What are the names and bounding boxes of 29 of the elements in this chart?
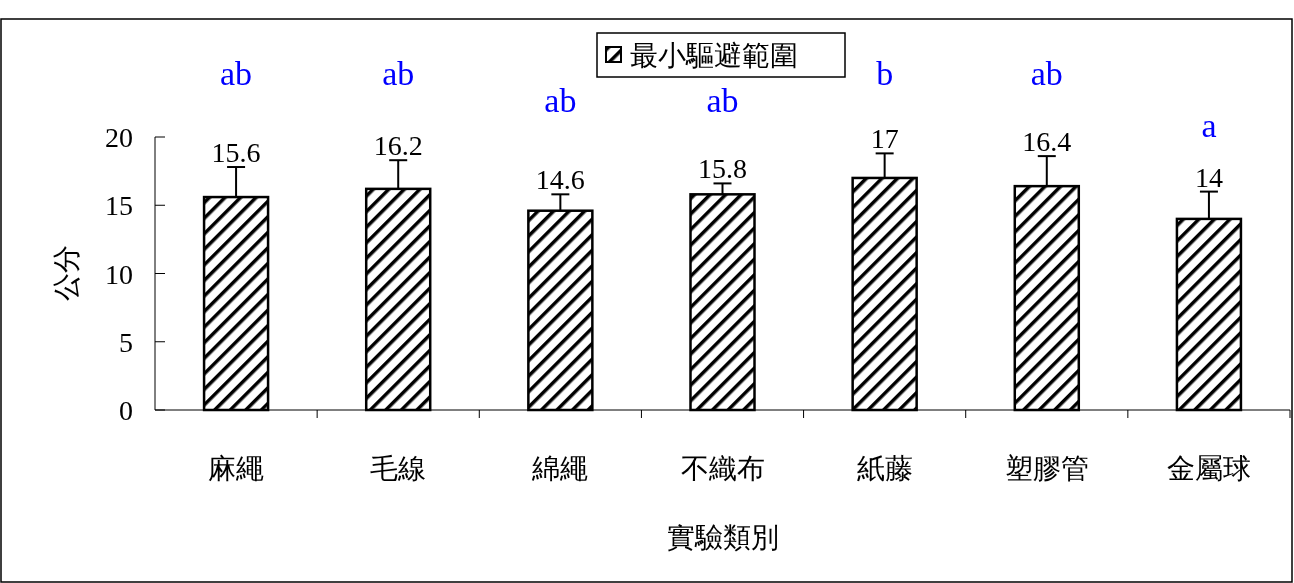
text: ab (220, 55, 253, 92)
data-label: 14.6 (535, 164, 585, 196)
x-axis-title: 實驗類別 (666, 522, 779, 553)
text: ab (706, 82, 739, 119)
data-label: 14 (1194, 161, 1223, 193)
text: b (876, 55, 894, 92)
data-label: 16.4 (1022, 126, 1072, 158)
annotation: a (1201, 107, 1217, 144)
x-tick-label: 毛線 (370, 453, 427, 484)
y-tick-label: 20 (105, 122, 133, 153)
data-label: 15.6 (211, 137, 261, 169)
text: ab (1030, 55, 1063, 92)
data-label: 16.2 (373, 130, 423, 162)
y-tick-label: 5 (119, 326, 133, 358)
data-label: 17 (870, 123, 899, 155)
text: ab (382, 55, 415, 92)
x-tick-label: 塑膠管 (1004, 453, 1089, 484)
x-tick-label: 麻繩 (208, 453, 265, 484)
y-tick-label: 10 (105, 258, 133, 290)
x-tick-label: 綿繩 (531, 453, 589, 484)
data-label: 15.8 (698, 153, 747, 185)
y-tick-label: 15 (105, 190, 133, 222)
text: ab (544, 82, 577, 119)
y-tick-label: 0 (119, 395, 133, 426)
x-tick-label: 金屬球 (1166, 453, 1251, 484)
legend-label: 最小驅避範圍 (630, 40, 798, 71)
x-tick-label: 不織布 (680, 453, 765, 484)
y-axis-title: 公分 (51, 245, 82, 301)
x-tick-label: 紙藤 (856, 453, 913, 484)
